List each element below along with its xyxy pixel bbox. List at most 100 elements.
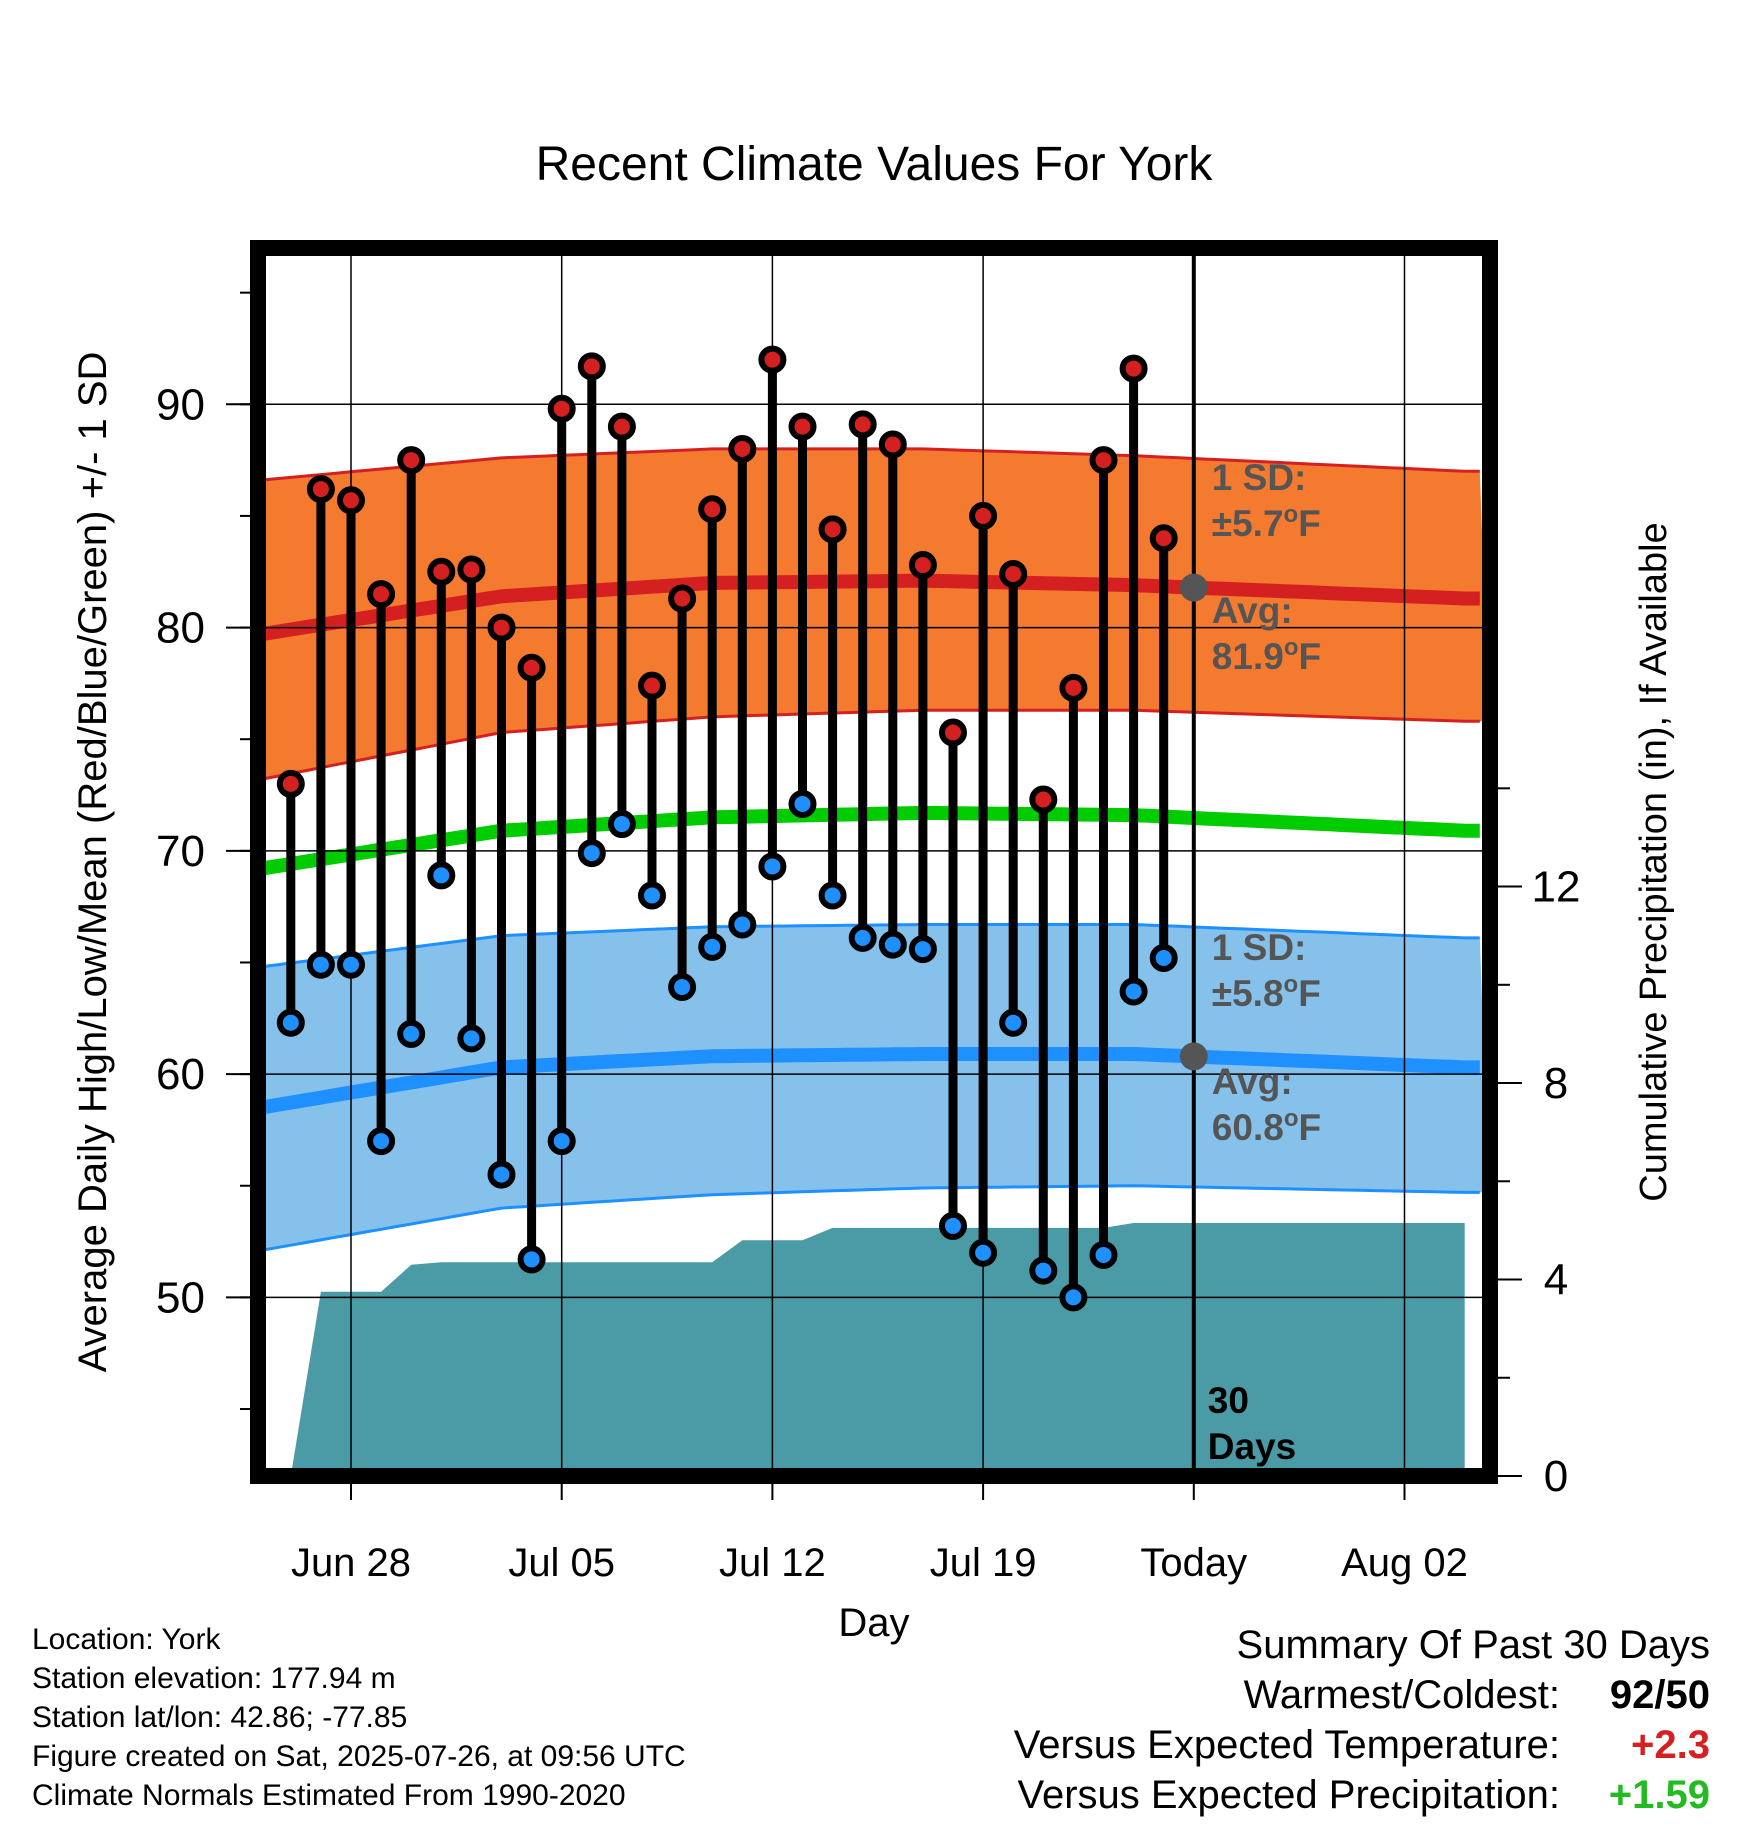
daily-low-point [908, 935, 937, 964]
daily-high-point [457, 555, 486, 584]
y2-tick-label: 0 [1544, 1452, 1568, 1501]
daily-high-point [1183, 0, 1205, 11]
daily-high-point [728, 434, 757, 463]
x-tick-label: Today [1140, 1541, 1247, 1585]
svg-text:±5.7oF: ±5.7oF [1212, 501, 1321, 544]
daily-high-point [577, 352, 606, 381]
high-sd-annotation: 1 SD:±5.7oF [1212, 457, 1321, 544]
daily-high-point [367, 580, 396, 609]
temp-value: +2.3 [1631, 1723, 1710, 1767]
low-avg-annotation: Avg:60.8oF [1212, 1061, 1321, 1148]
chart-title: Recent Climate Values For York [536, 138, 1214, 191]
warm-cold-label: Warmest/Coldest: [1243, 1673, 1560, 1717]
created-text: Figure created on Sat, 2025-07-26, at 09… [32, 1740, 686, 1773]
low-avg-line [258, 1047, 1480, 1115]
daily-high-point [276, 769, 305, 798]
x-tick-label: Jul 19 [930, 1541, 1037, 1585]
daily-low-point [638, 881, 666, 910]
y-tick-label: 60 [156, 1050, 205, 1099]
normals-text: Climate Normals Estimated From 1990-2020 [32, 1779, 626, 1812]
daily-high-point [337, 486, 365, 515]
today-days-label: Days [1208, 1426, 1296, 1467]
summary-heading: Summary Of Past 30 Days [1236, 1623, 1710, 1667]
y-tick-label: 50 [156, 1273, 205, 1322]
daily-low-point [668, 973, 697, 1002]
precip-value: +1.59 [1608, 1773, 1710, 1817]
precip-label: Versus Expected Precipitation: [1017, 1773, 1560, 1817]
daily-high-point [1029, 785, 1058, 814]
daily-low-point [1089, 1240, 1118, 1269]
y-tick-label: 80 [156, 604, 205, 653]
daily-low-point [577, 839, 606, 868]
daily-low-point [427, 861, 456, 890]
svg-text:1 SD:: 1 SD: [1212, 927, 1307, 968]
y-tick-label: 70 [156, 827, 205, 876]
daily-low-point [397, 1019, 426, 1048]
daily-high-point [607, 412, 636, 441]
x-tick-label: Jul 12 [719, 1541, 826, 1585]
daily-low-point [306, 950, 335, 979]
y2-tick-label: 8 [1544, 1059, 1568, 1108]
x-tick-label: Jul 05 [508, 1541, 615, 1585]
summary-warm-cold: Warmest/Coldest: 92/50 [1014, 1670, 1710, 1720]
daily-high-point [1213, 0, 1235, 11]
y2-tick-label: 4 [1544, 1256, 1568, 1305]
daily-low-point [728, 910, 757, 939]
svg-text:Avg:: Avg: [1212, 590, 1293, 631]
daily-high-point [818, 515, 847, 544]
x-axis-label: Day [838, 1601, 909, 1645]
x-tick-label: Aug 02 [1341, 1541, 1468, 1585]
elevation-text: Station elevation: 177.94 m [32, 1662, 396, 1695]
daily-high-point [668, 584, 697, 613]
daily-high-point [878, 430, 907, 459]
daily-low-point [848, 923, 877, 952]
daily-high-point [1149, 524, 1178, 553]
daily-high-point [638, 671, 666, 700]
high-avg-annotation: Avg:81.9oF [1212, 590, 1321, 677]
daily-low-point [969, 1238, 998, 1267]
y2-tick-label: 12 [1532, 863, 1581, 912]
daily-low-point [1059, 1283, 1088, 1312]
daily-low-point [517, 1245, 546, 1274]
low-sd-annotation: 1 SD:±5.8oF [1212, 927, 1321, 1014]
daily-low-point [337, 950, 365, 979]
daily-low-point [487, 1160, 516, 1189]
daily-low-point [698, 932, 727, 961]
daily-low-point [788, 789, 817, 818]
daily-low-point [367, 1127, 396, 1156]
daily-high-point [487, 613, 516, 642]
daily-high-point [848, 410, 877, 439]
daily-low-point [878, 930, 907, 959]
svg-text:Avg:: Avg: [1212, 1061, 1293, 1102]
daily-low-point [999, 1008, 1028, 1037]
warm-cold-value: 92/50 [1609, 1673, 1710, 1717]
summary-panel: Summary Of Past 30 Days Warmest/Coldest:… [1014, 1620, 1710, 1820]
daily-low-point [276, 1008, 305, 1037]
today-days-label: 30 [1208, 1380, 1249, 1421]
location-text: Location: York [32, 1623, 221, 1656]
daily-high-point [517, 653, 546, 682]
daily-high-point [427, 557, 456, 586]
daily-low-point [818, 881, 847, 910]
daily-high-point [969, 501, 998, 530]
y-tick-label: 90 [156, 380, 205, 429]
daily-low-point [1183, 0, 1205, 11]
low-avg-today-marker [1179, 1042, 1208, 1071]
daily-high-point [788, 412, 817, 441]
svg-text:60.8oF: 60.8oF [1212, 1105, 1321, 1148]
daily-low-point [547, 1127, 576, 1156]
low-sd-lower-line [258, 1184, 1480, 1252]
y2-axis-label: Cumulative Precipitation (in), If Availa… [1633, 522, 1675, 1201]
summary-temp: Versus Expected Temperature: +2.3 [1014, 1720, 1710, 1770]
y-axis-label: Average Daily High/Low/Mean (Red/Blue/Gr… [71, 352, 115, 1373]
latlon-text: Station lat/lon: 42.86; -77.85 [32, 1701, 408, 1734]
daily-high-point [1059, 673, 1088, 702]
daily-high-point [397, 446, 426, 475]
high-avg-today-marker [1179, 573, 1208, 602]
plot-frame [250, 240, 1498, 1484]
daily-low-point [1119, 977, 1148, 1006]
temp-label: Versus Expected Temperature: [1013, 1723, 1560, 1767]
summary-precip: Versus Expected Precipitation: +1.59 [1014, 1770, 1710, 1820]
svg-text:81.9oF: 81.9oF [1212, 634, 1321, 677]
